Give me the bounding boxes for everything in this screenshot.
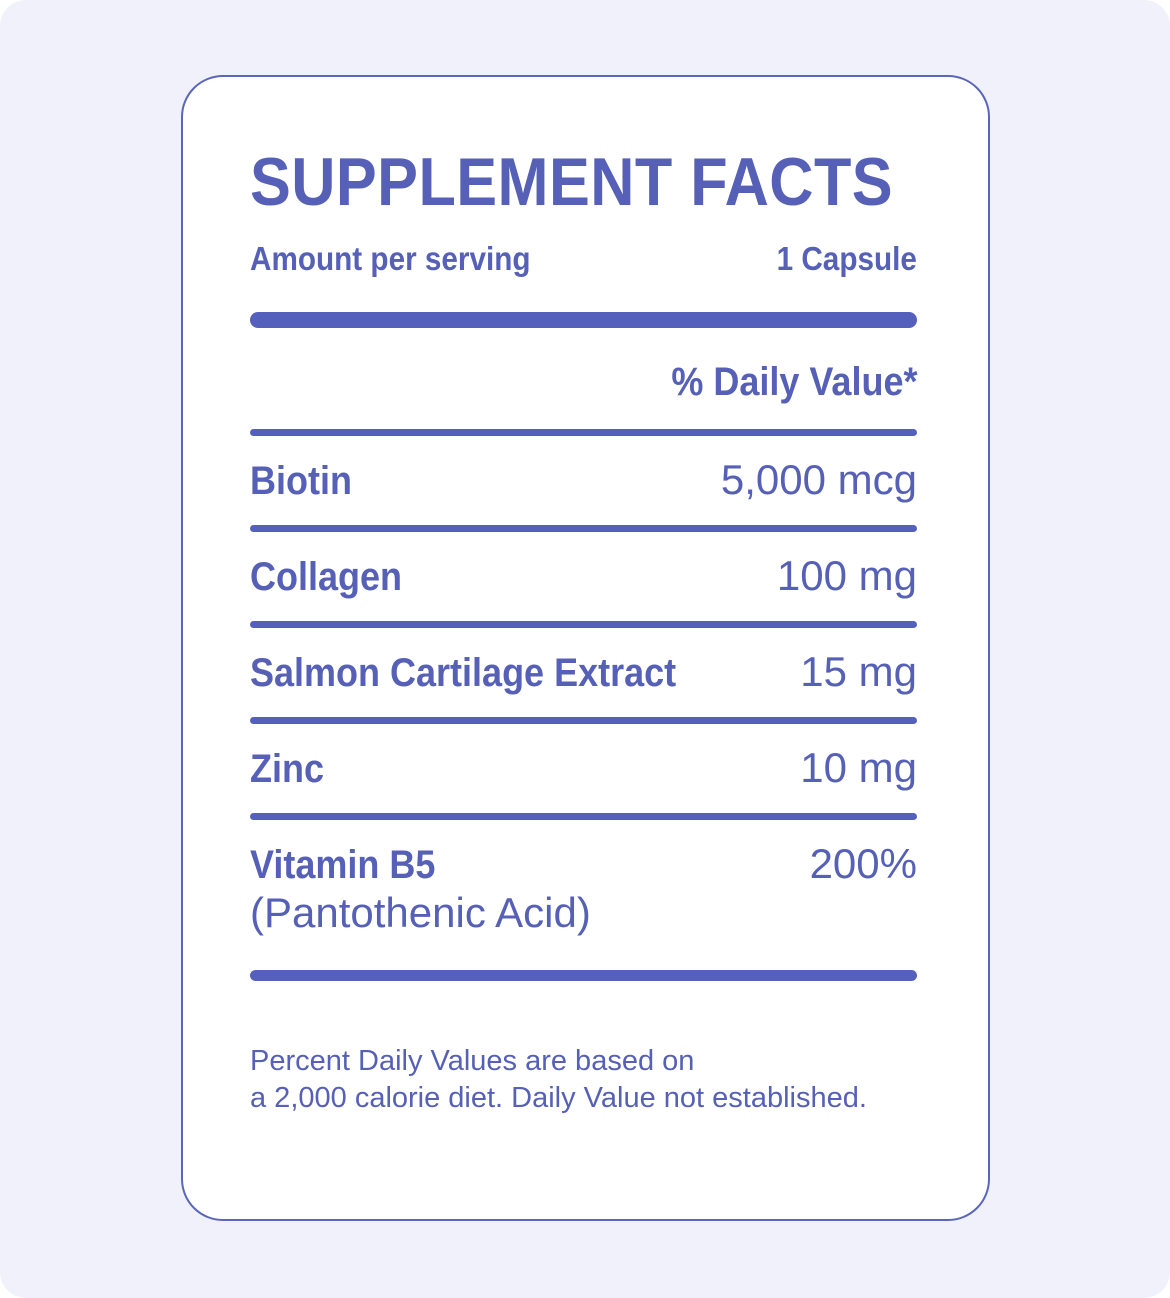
nutrient-subname: (Pantothenic Acid) [250,889,591,937]
nutrient-name-text: Vitamin B5 [250,843,436,888]
nutrient-name: Salmon Cartilage Extract [250,649,724,697]
daily-value-header-text: % Daily Value* [670,360,917,405]
nutrient-value: 5,000 mcg [720,456,917,504]
row-divider [250,717,917,725]
row-divider [250,813,917,821]
nutrient-name-text: Salmon Cartilage Extract [250,651,677,696]
nutrient-row-vitamin-b5: Vitamin B5 (Pantothenic Acid) 200% [250,820,917,957]
nutrient-row-salmon-cartilage: Salmon Cartilage Extract 15 mg [250,628,917,717]
nutrient-name-block: Vitamin B5 (Pantothenic Acid) [250,841,591,937]
footnote-line-1: Percent Daily Values are based on [250,1044,695,1077]
nutrient-name: Vitamin B5 [250,843,456,887]
nutrient-value: 200% [809,840,917,888]
row-divider [250,429,917,437]
amount-per-serving-label: Amount per serving [250,240,531,278]
footnote-line-2: a 2,000 calorie diet. Daily Value not es… [250,1081,867,1114]
facts-title-text: SUPPLEMENT FACTS [250,144,894,220]
nutrient-value: 10 mg [800,744,917,792]
footer-rule [250,969,917,981]
nutrient-row-zinc: Zinc 10 mg [250,724,917,813]
header-rule-thick [250,312,917,329]
footnote: Percent Daily Values are based on a 2,00… [250,1043,917,1117]
nutrient-row-collagen: Collagen 100 mg [250,532,917,621]
nutrient-name: Collagen [250,553,419,601]
supplement-facts-card: SUPPLEMENT FACTS Amount per serving 1 Ca… [181,75,990,1221]
nutrient-name: Zinc [250,745,332,793]
row-divider [250,621,917,629]
nutrient-row-biotin: Biotin 5,000 mcg [250,436,917,525]
nutrient-name-text: Biotin [250,459,352,504]
row-divider [250,525,917,533]
daily-value-header: % Daily Value* [250,360,917,405]
nutrient-name-text: Zinc [250,747,325,792]
facts-title: SUPPLEMENT FACTS [250,144,917,220]
nutrient-value: 100 mg [776,552,917,600]
serving-row: Amount per serving 1 Capsule [250,240,917,278]
serving-size-value: 1 Capsule [776,240,917,278]
nutrient-name: Biotin [250,457,363,505]
nutrient-name-text: Collagen [250,555,403,600]
nutrient-value: 15 mg [800,648,917,696]
